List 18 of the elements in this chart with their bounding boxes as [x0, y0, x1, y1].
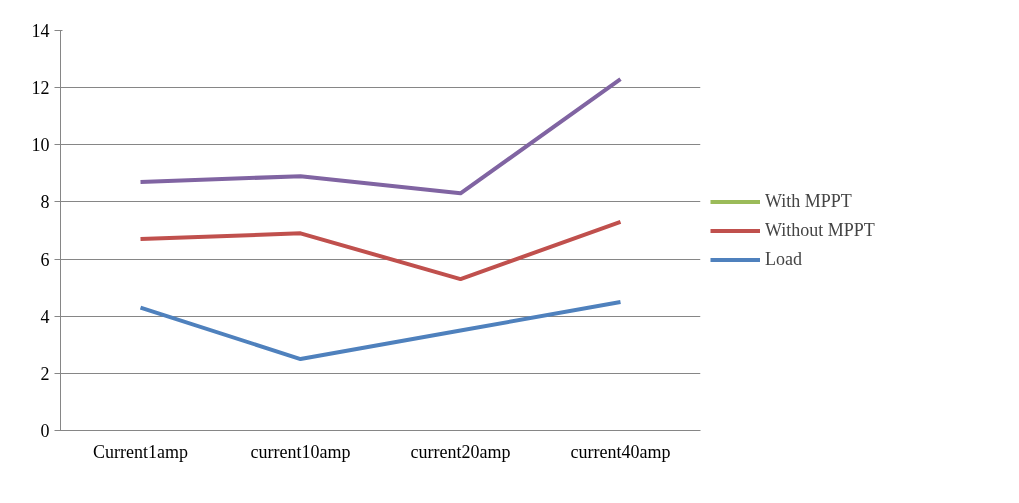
y-tick-label: 2 [40, 363, 50, 384]
line-series [138, 219, 623, 282]
legend-label: With MPPT [765, 190, 852, 212]
y-tick-label: 4 [40, 306, 50, 327]
x-tick-label: Current1amp [93, 441, 188, 462]
y-tick-label: 6 [40, 249, 50, 270]
line-series [138, 299, 623, 362]
x-tick-label: current10amp [250, 441, 351, 462]
legend-label: Without MPPT [765, 219, 875, 241]
y-tick-label: 8 [40, 192, 50, 213]
y-tick-label: 14 [31, 21, 50, 41]
y-tick-label: 12 [31, 78, 50, 99]
y-tick-label: 0 [40, 421, 50, 441]
x-tick-label: current20amp [410, 441, 511, 462]
line-series [138, 77, 623, 196]
x-tick-label: current40amp [570, 441, 671, 462]
y-tick-label: 10 [31, 135, 50, 156]
legend-label: Load [765, 248, 802, 270]
